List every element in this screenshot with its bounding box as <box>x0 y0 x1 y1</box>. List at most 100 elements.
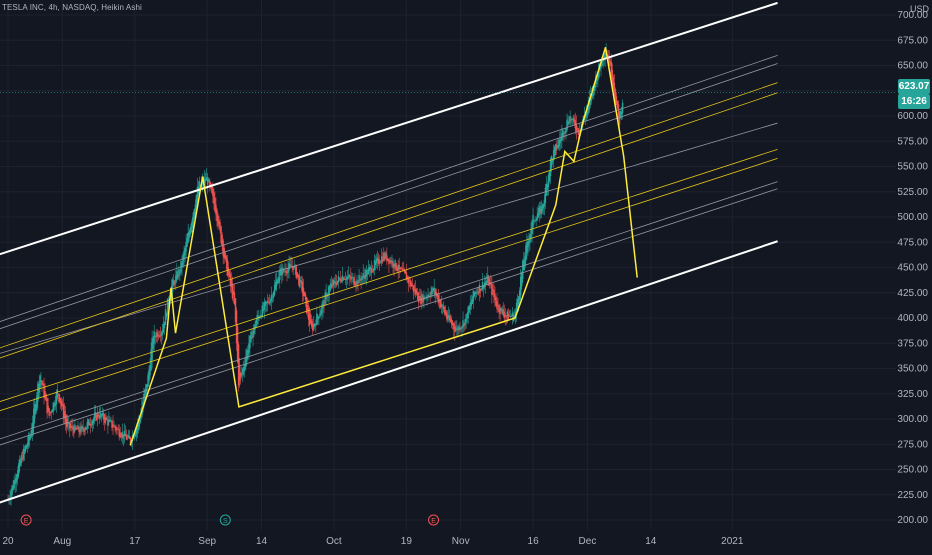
candle-body <box>604 53 606 58</box>
candle-body <box>159 335 162 337</box>
candle-body <box>612 77 615 89</box>
candle-body <box>195 195 198 210</box>
candle-body <box>113 425 115 427</box>
candle-body <box>562 129 564 137</box>
candle-body <box>405 272 408 281</box>
candle-body <box>464 319 466 325</box>
candle-body <box>512 314 515 321</box>
candle-body <box>563 133 565 134</box>
candle-body <box>484 281 487 285</box>
candle-body <box>326 295 328 297</box>
candle-body <box>269 299 272 303</box>
candle-body <box>235 310 238 343</box>
time-tick-label: 14 <box>256 536 268 547</box>
candle-body <box>451 320 453 325</box>
candle-body <box>64 414 67 423</box>
candle-body <box>502 309 504 314</box>
candle-body <box>441 305 444 307</box>
candle-body <box>274 282 277 290</box>
event-marker-label: E <box>431 518 436 525</box>
candle-body <box>194 204 197 214</box>
candle-body <box>369 266 372 270</box>
channel-line-inner2 <box>0 63 778 330</box>
candle-body <box>600 64 602 68</box>
candle-body <box>557 144 559 148</box>
candle-body <box>13 479 15 489</box>
candle-body <box>165 313 168 318</box>
price-tick-label: 375.00 <box>897 338 928 349</box>
candle-body <box>560 138 562 142</box>
candle-body <box>278 277 280 283</box>
candle-body <box>103 414 105 420</box>
candle-body <box>458 326 460 330</box>
candle-body <box>594 86 596 88</box>
candle-body <box>227 267 230 276</box>
candle-body <box>470 301 472 307</box>
candle-body <box>285 270 287 273</box>
candle-body <box>157 334 160 337</box>
channel-line-inner1 <box>0 55 778 323</box>
candle-body <box>162 323 165 333</box>
candle-body <box>282 267 284 274</box>
candle-body <box>544 187 547 203</box>
candle-body <box>305 296 308 313</box>
candle-body <box>247 349 249 356</box>
candle-body <box>177 275 179 278</box>
candle-body <box>335 282 338 286</box>
candle-body <box>121 432 123 437</box>
candle-body <box>425 296 427 298</box>
candle-body <box>367 268 370 275</box>
candle-body <box>174 282 176 284</box>
candle-body <box>364 275 366 279</box>
candle-body <box>446 315 449 320</box>
candle-body <box>354 281 356 286</box>
candle-body <box>207 178 209 185</box>
candle-body <box>51 410 53 413</box>
time-axis[interactable]: 20 Aug 17 Sep 14 Oct 19 Nov 16 Dec 14 2021 <box>2 536 743 547</box>
candle-body <box>509 316 512 317</box>
candle-body <box>548 171 551 181</box>
candle-body <box>303 291 306 297</box>
candle-body <box>617 104 620 118</box>
candle-body <box>160 333 163 336</box>
candle-body <box>503 311 505 318</box>
drawing-lines-layer[interactable] <box>0 1 896 506</box>
event-marker-label: E <box>24 518 29 525</box>
candle-body <box>463 323 465 327</box>
candle-body <box>508 315 511 317</box>
candle-body <box>513 316 516 318</box>
candle-body <box>37 383 39 402</box>
candle-body <box>385 252 387 258</box>
candle-body <box>273 284 276 295</box>
candle-body <box>77 425 79 429</box>
candle-body <box>407 277 410 284</box>
candle-body <box>443 307 446 314</box>
candle-body <box>522 260 524 280</box>
candle-body <box>616 100 619 109</box>
candle-body <box>340 279 343 282</box>
candle-body <box>437 295 440 304</box>
price-tick-label: 425.00 <box>897 288 928 299</box>
candle-body <box>527 241 529 248</box>
candle-body <box>29 434 32 439</box>
time-tick-label: 16 <box>528 536 540 547</box>
candle-body <box>465 314 467 323</box>
last-price-badge: 623.07 <box>898 78 930 94</box>
candle-body <box>488 278 490 286</box>
candle-body <box>420 297 422 304</box>
candle-body <box>481 281 484 290</box>
candle-body <box>306 304 309 311</box>
event-marker-label: S <box>223 518 228 525</box>
candle-body <box>390 260 392 264</box>
candle-body <box>477 292 480 294</box>
candle-body <box>243 366 245 372</box>
candle-body <box>85 427 87 430</box>
candle-body <box>304 293 307 300</box>
candle-body <box>78 427 80 432</box>
candle-body <box>371 270 374 272</box>
candle-body <box>352 277 354 279</box>
candle-body <box>339 278 342 281</box>
